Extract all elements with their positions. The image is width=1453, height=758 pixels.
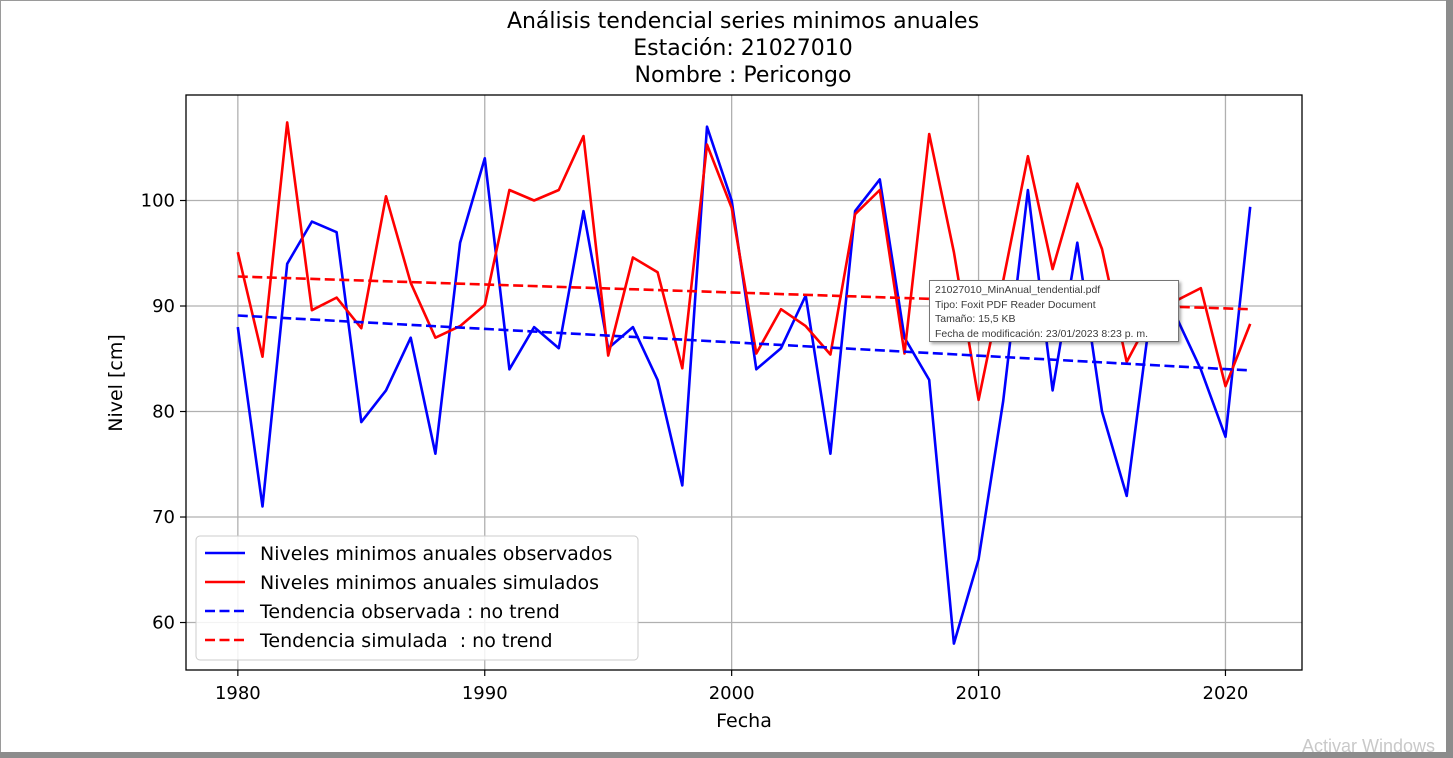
tooltip-modified: Fecha de modificación: 23/01/2023 8:23 p… — [935, 327, 1149, 340]
x-tick-label: 1980 — [215, 683, 261, 704]
plot-area-border — [185, 94, 1303, 671]
window-right-border — [1446, 0, 1453, 758]
legend-label-4: Tendencia simulada : no trend — [259, 630, 553, 652]
chart-title-line-2: Estación: 21027010 — [633, 36, 852, 61]
legend: Niveles minimos anuales observados Nivele… — [195, 535, 639, 661]
x-tick-label: 2020 — [1203, 683, 1249, 704]
tooltip-filename: 21027010_MinAnual_tendential.pdf — [935, 284, 1101, 296]
y-tick-label: 90 — [152, 296, 175, 317]
tooltip-size: Tamaño: 15,5 KB — [935, 313, 1016, 325]
chart-title: Análisis tendencial series minimos anual… — [507, 9, 979, 88]
chart-title-line-1: Análisis tendencial series minimos anual… — [507, 9, 979, 34]
y-axis-label: Nivel [cm] — [105, 334, 127, 432]
y-axis-ticks: 60 70 80 90 100 — [141, 191, 186, 634]
legend-box — [195, 535, 639, 661]
series-line-3 — [237, 314, 1251, 372]
x-tick-label: 1990 — [462, 683, 508, 704]
chart-title-line-3: Nombre : Pericongo — [635, 63, 852, 88]
legend-label-2: Niveles minimos anuales simulados — [260, 572, 599, 594]
legend-label-1: Niveles minimos anuales observados — [260, 543, 612, 565]
x-tick-label: 2000 — [709, 683, 755, 704]
y-tick-label: 70 — [152, 507, 175, 528]
tooltip-type: Tipo: Foxit PDF Reader Document — [935, 298, 1096, 311]
y-tick-label: 100 — [141, 191, 175, 212]
x-axis-label: Fecha — [716, 710, 772, 732]
file-tooltip: 21027010_MinAnual_tendential.pdf Tipo: F… — [929, 280, 1179, 342]
series-line-2 — [236, 121, 1252, 402]
activate-windows-watermark: Activar Windows — [1302, 736, 1436, 756]
window-bottom-border — [0, 752, 1453, 758]
y-tick-label: 80 — [152, 402, 175, 423]
legend-label-3: Tendencia observada : no trend — [259, 601, 560, 623]
x-axis-ticks: 1980 1990 2000 2010 2020 — [215, 670, 1248, 704]
y-tick-label: 60 — [152, 613, 175, 634]
x-tick-label: 2010 — [956, 683, 1002, 704]
